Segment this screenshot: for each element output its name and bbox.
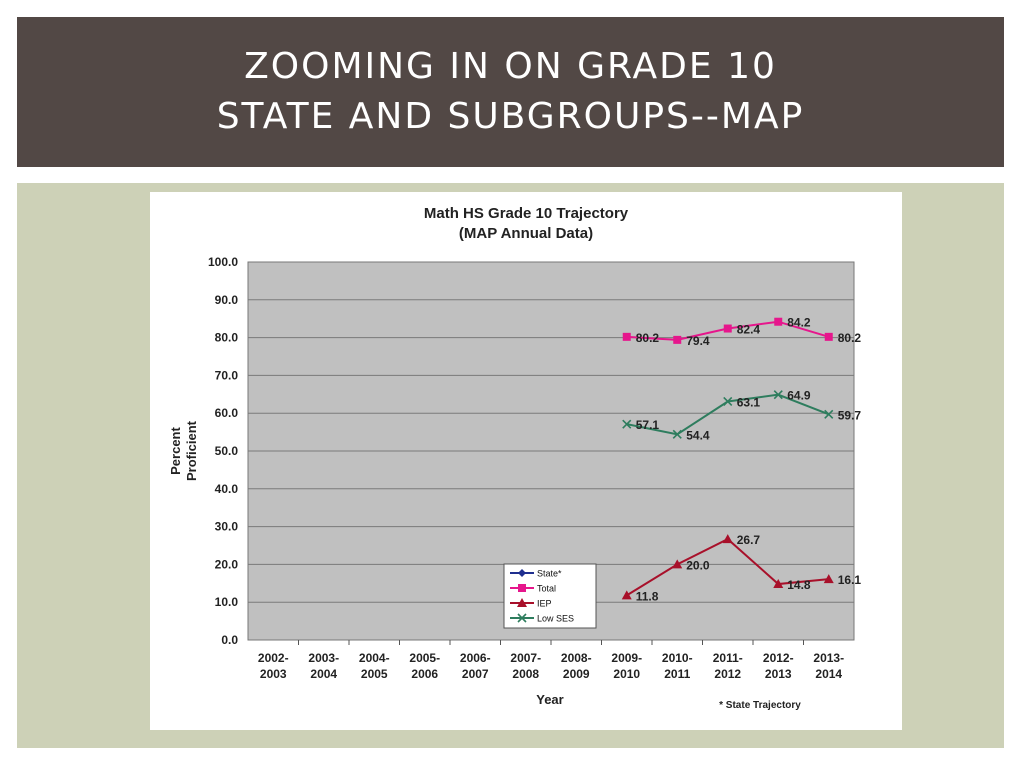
x-tick-label: 2013- xyxy=(813,651,844,665)
data-label: 82.4 xyxy=(737,323,761,337)
x-tick-label: 2007 xyxy=(462,667,489,681)
x-tick-label: 2005 xyxy=(361,667,388,681)
data-label: 80.2 xyxy=(838,331,862,345)
data-label: 16.1 xyxy=(838,573,862,587)
data-label: 54.4 xyxy=(686,428,710,442)
data-point xyxy=(824,409,834,419)
data-label: 79.4 xyxy=(686,334,710,348)
x-tick-label: 2009 xyxy=(563,667,590,681)
chart-title: Math HS Grade 10 Trajectory xyxy=(424,205,629,222)
data-label: 14.8 xyxy=(787,578,811,592)
x-axis-label: Year xyxy=(536,692,563,707)
legend-swatch-marker xyxy=(518,584,526,592)
data-point xyxy=(723,396,733,407)
data-label: 26.7 xyxy=(737,533,761,547)
chart-subtitle: (MAP Annual Data) xyxy=(459,225,593,242)
slide-title-line-2: STATE AND SUBGROUPS--MAP xyxy=(216,96,805,137)
slide-title-line-1: ZOOMING IN ON GRADE 10 xyxy=(244,46,777,87)
y-axis-label: Proficient xyxy=(184,420,199,481)
legend-label: IEP xyxy=(537,599,552,609)
x-tick-label: 2010 xyxy=(613,667,640,681)
x-tick-label: 2007- xyxy=(510,651,541,665)
data-point xyxy=(774,317,783,326)
legend-swatch-marker xyxy=(517,613,527,623)
y-axis-label: Percent xyxy=(168,426,183,474)
x-tick-label: 2013 xyxy=(765,667,792,681)
x-tick-label: 2008 xyxy=(512,667,539,681)
x-tick-label: 2006 xyxy=(411,667,438,681)
y-tick-label: 40.0 xyxy=(215,482,239,496)
legend-label: Total xyxy=(537,584,556,594)
data-point xyxy=(773,579,784,589)
x-tick-label: 2012 xyxy=(714,667,741,681)
legend-label: Low SES xyxy=(537,614,574,624)
x-tick-label: 2006- xyxy=(460,651,491,665)
x-tick-label: 2014 xyxy=(815,667,842,681)
x-tick-label: 2003- xyxy=(308,651,339,665)
x-tick-label: 2009- xyxy=(611,651,642,665)
y-tick-label: 30.0 xyxy=(215,520,239,534)
legend-swatch-marker xyxy=(518,569,526,577)
slide-title-bar: ZOOMING IN ON GRADE 10 STATE AND SUBGROU… xyxy=(17,17,1004,167)
data-point xyxy=(773,390,783,400)
x-tick-label: 2003 xyxy=(260,667,287,681)
y-tick-label: 0.0 xyxy=(221,633,238,647)
data-point xyxy=(824,332,833,341)
x-tick-label: 2008- xyxy=(561,651,592,665)
y-tick-label: 100.0 xyxy=(208,255,238,269)
legend-swatch-marker xyxy=(517,598,527,607)
x-tick-label: 2011- xyxy=(713,651,743,665)
y-tick-label: 20.0 xyxy=(215,557,239,571)
data-label: 63.1 xyxy=(737,395,761,409)
y-tick-label: 70.0 xyxy=(215,368,239,382)
data-point xyxy=(723,324,732,333)
x-tick-label: 2005- xyxy=(409,651,440,665)
y-tick-label: 60.0 xyxy=(215,406,239,420)
data-label: 59.7 xyxy=(838,408,862,422)
y-tick-label: 50.0 xyxy=(215,444,239,458)
data-point xyxy=(672,559,683,569)
x-tick-label: 2004- xyxy=(359,651,390,665)
data-label: 11.8 xyxy=(636,589,659,603)
data-point xyxy=(823,574,834,584)
data-point xyxy=(621,590,632,600)
data-label: 64.9 xyxy=(787,389,811,403)
y-tick-label: 10.0 xyxy=(215,595,239,609)
y-tick-label: 80.0 xyxy=(215,331,239,345)
y-tick-label: 90.0 xyxy=(215,293,239,307)
x-tick-label: 2011 xyxy=(664,667,690,681)
legend-label: State* xyxy=(537,569,562,579)
data-point xyxy=(722,534,733,544)
x-tick-label: 2004 xyxy=(310,667,337,681)
data-point xyxy=(672,429,682,439)
x-tick-label: 2010- xyxy=(662,651,693,665)
line-chart: Math HS Grade 10 Trajectory (MAP Annual D… xyxy=(168,205,862,711)
data-label: 80.2 xyxy=(636,331,660,345)
x-tick-label: 2002- xyxy=(258,651,289,665)
data-point xyxy=(622,419,632,429)
chart-card: Math HS Grade 10 Trajectory (MAP Annual D… xyxy=(150,192,902,730)
data-label: 84.2 xyxy=(787,316,811,330)
data-label: 20.0 xyxy=(686,558,710,572)
footnote: * State Trajectory xyxy=(719,700,801,711)
data-point xyxy=(622,332,631,341)
data-point xyxy=(673,335,682,344)
data-label: 57.1 xyxy=(636,418,660,432)
x-tick-label: 2012- xyxy=(763,651,794,665)
